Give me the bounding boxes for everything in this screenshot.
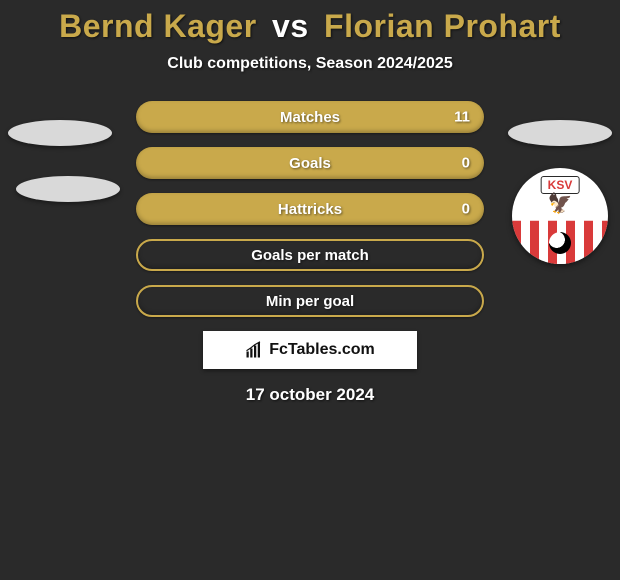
stat-row-goals-per-match: Goals per match [0, 239, 620, 271]
bar-chart-icon [245, 341, 263, 359]
player2-name: Florian Prohart [324, 8, 561, 44]
stat-row-min-per-goal: Min per goal [0, 285, 620, 317]
stat-pill: Goals per match [136, 239, 484, 271]
stat-pill: Matches 11 [136, 101, 484, 133]
stat-row-hattricks: Hattricks 0 [0, 193, 620, 225]
comparison-card: Bernd Kager vs Florian Prohart Club comp… [0, 0, 620, 580]
stats-list: Matches 11 Goals 0 Hattricks 0 Goals per… [0, 101, 620, 317]
stat-pill: Goals 0 [136, 147, 484, 179]
subtitle: Club competitions, Season 2024/2025 [0, 55, 620, 73]
date-text: 17 october 2024 [0, 385, 620, 405]
stat-value-right: 0 [462, 155, 470, 172]
stat-label: Goals [289, 155, 331, 172]
stat-value-right: 11 [454, 109, 470, 126]
stat-label: Hattricks [278, 201, 342, 218]
stat-pill: Hattricks 0 [136, 193, 484, 225]
stat-row-matches: Matches 11 [0, 101, 620, 133]
stat-value-right: 0 [462, 201, 470, 218]
vs-text: vs [266, 8, 315, 44]
page-title: Bernd Kager vs Florian Prohart [0, 8, 620, 45]
stat-label: Goals per match [251, 247, 369, 264]
stat-row-goals: Goals 0 [0, 147, 620, 179]
stat-pill: Min per goal [136, 285, 484, 317]
brand-box[interactable]: FcTables.com [203, 331, 417, 369]
player1-name: Bernd Kager [59, 8, 257, 44]
stat-label: Min per goal [266, 293, 354, 310]
brand-text: FcTables.com [269, 341, 375, 359]
stat-label: Matches [280, 109, 340, 126]
